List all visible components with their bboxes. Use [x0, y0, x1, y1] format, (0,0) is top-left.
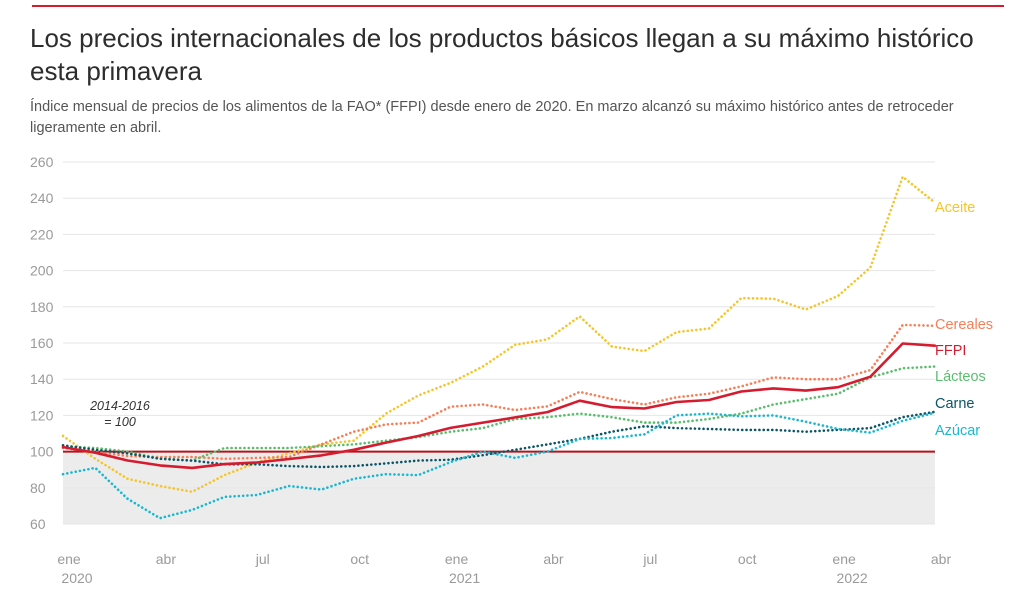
- x-tick-label-2021-10: oct: [738, 551, 757, 567]
- series-line-aceite: [61, 175, 937, 494]
- x-tick-label-2021-01: ene: [445, 551, 469, 567]
- chart-title: Los precios internacionales de los produ…: [30, 23, 974, 86]
- series-line-ffpi: [61, 342, 937, 470]
- chart-subtitle: Índice mensual de precios de los aliment…: [30, 99, 954, 136]
- reference-label-line1: 2014-2016: [89, 399, 150, 413]
- x-tick-label-2021-04: abr: [543, 551, 564, 567]
- x-tick-label-2021-07: jul: [642, 551, 657, 567]
- series-line-azucar: [61, 411, 937, 520]
- series-line-carne: [61, 410, 937, 469]
- y-tick-label-180: 180: [30, 299, 54, 315]
- y-tick-label-60: 60: [30, 516, 46, 532]
- x-tick-label-2020-10: oct: [350, 551, 369, 567]
- series-label-carne: Carne: [935, 396, 975, 412]
- y-tick-label-120: 120: [30, 407, 54, 423]
- x-tick-label-2020-04: abr: [156, 551, 177, 567]
- series-line-lacteos: [61, 365, 937, 462]
- y-tick-label-80: 80: [30, 480, 46, 496]
- y-tick-label-200: 200: [30, 263, 54, 279]
- y-tick-label-240: 240: [30, 190, 54, 206]
- series-label-lacteos: Lácteos: [935, 369, 986, 385]
- x-tick-year-2021: 2021: [449, 570, 480, 586]
- x-tick-label-2020-01: ene: [57, 551, 81, 567]
- y-tick-label-140: 140: [30, 371, 54, 387]
- x-tick-year-2022: 2022: [837, 570, 868, 586]
- y-tick-label-100: 100: [30, 444, 54, 460]
- series-label-cereales: Cereales: [935, 317, 993, 333]
- series-label-azucar: Azúcar: [935, 423, 980, 439]
- y-tick-label-260: 260: [30, 154, 54, 170]
- y-tick-label-160: 160: [30, 335, 54, 351]
- y-tick-label-220: 220: [30, 226, 54, 242]
- x-tick-year-2020: 2020: [61, 570, 92, 586]
- top-accent-rule: [32, 5, 1004, 7]
- x-tick-label-2022-04: abr: [931, 551, 952, 567]
- reference-label-line2: = 100: [104, 415, 136, 429]
- x-tick-label-2022-01: ene: [832, 551, 856, 567]
- series-line-cereales: [61, 323, 937, 461]
- series-label-ffpi: FFPI: [935, 343, 966, 359]
- x-tick-label-2020-07: jul: [255, 551, 270, 567]
- series-label-aceite: Aceite: [935, 200, 975, 216]
